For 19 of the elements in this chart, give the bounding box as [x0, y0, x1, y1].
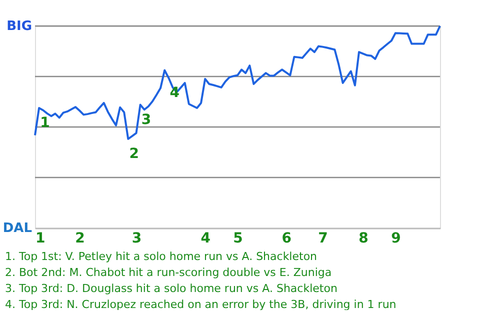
x-tick-label: 5 — [233, 230, 243, 246]
text: 3. Top 3rd: D. Douglass hit a solo home run vs A. Shackleton — [5, 282, 338, 295]
x-tick-label: 6 — [282, 230, 292, 246]
text: DAL — [2, 221, 32, 236]
annotation: 4 — [170, 84, 180, 101]
text: 4. Top 3rd: N. Cruzlopez reached on an error by the 3B, driving in 1 run — [5, 298, 396, 311]
annotation: 2 — [129, 146, 140, 162]
x-tick-label: 8 — [358, 230, 368, 246]
x-tick-label: 2 — [75, 230, 85, 246]
text: BIG — [6, 19, 32, 34]
x-tick-label: 7 — [318, 230, 328, 246]
x-tick-label: 9 — [391, 230, 401, 246]
annotation: 3 — [141, 112, 152, 128]
x-tick-label: 4 — [200, 230, 211, 246]
text: 1. Top 1st: V. Petley hit a solo home run vs A. Shackleton — [5, 250, 318, 263]
x-tick-label: 3 — [132, 230, 142, 246]
x-tick-label: 1 — [36, 230, 46, 246]
annotation: 1 — [40, 115, 50, 132]
text: 2. Bot 2nd: M. Chabot hit a run-scoring double vs E. Zuniga — [5, 266, 332, 279]
